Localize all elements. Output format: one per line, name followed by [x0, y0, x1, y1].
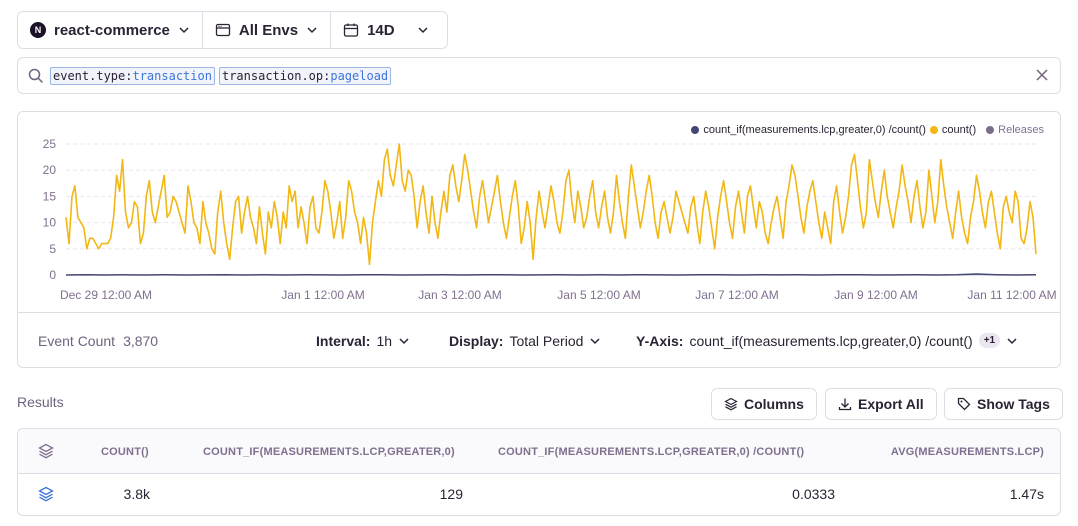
chevron-down-icon — [178, 24, 190, 36]
search-tokens: event.type:transaction transaction.op:pa… — [50, 66, 392, 85]
token-value: pageload — [330, 68, 389, 83]
x-tick-label: Jan 1 12:00 AM — [281, 288, 364, 302]
tags-button-label: Show Tags — [977, 396, 1050, 412]
calendar-icon — [343, 22, 359, 38]
show-tags-button[interactable]: Show Tags — [944, 388, 1063, 420]
results-title: Results — [17, 394, 64, 410]
x-tick-label: Jan 7 12:00 AM — [695, 288, 778, 302]
environment-selector[interactable]: All Envs — [201, 12, 330, 48]
tag-icon — [957, 397, 971, 411]
token-value: transaction — [132, 68, 212, 83]
y-tick-label: 20 — [43, 163, 57, 177]
table-header: COUNT() COUNT_IF(MEASUREMENTS.LCP,GREATE… — [18, 429, 1060, 474]
cell-ratio: 0.0333 — [792, 486, 835, 502]
environment-label: All Envs — [238, 21, 299, 39]
display-value: Total Period — [509, 332, 584, 349]
x-tick-label: Jan 11 12:00 AM — [967, 288, 1056, 302]
legend-label-count: count() — [941, 124, 977, 136]
interval-value: 1h — [376, 332, 393, 349]
export-all-button[interactable]: Export All — [825, 388, 937, 420]
x-tick-label: Jan 3 12:00 AM — [418, 288, 501, 302]
chart-panel: 0 5 10 15 20 25 Dec 29 12:00 AM Jan 1 12:00 AM J… — [17, 111, 1061, 368]
close-icon[interactable] — [1034, 67, 1050, 83]
results-table: COUNT() COUNT_IF(MEASUREMENTS.LCP,GREATE… — [17, 428, 1061, 516]
search-input[interactable]: event.type:transaction transaction.op:pa… — [17, 57, 1061, 94]
legend-item-ratio[interactable]: count_if(measurements.lcp,greater,0) /co… — [691, 124, 926, 136]
legend-label-releases: Releases — [998, 124, 1044, 136]
token-key: transaction.op — [221, 68, 324, 83]
window-icon — [215, 22, 231, 38]
yaxis-selector[interactable]: Y-Axis: count_if(measurements.lcp,greate… — [636, 333, 1018, 349]
yaxis-extra-badge: +1 — [978, 333, 1001, 348]
columns-button-label: Columns — [744, 396, 804, 412]
stack-icon — [724, 397, 738, 411]
yaxis-value: count_if(measurements.lcp,greater,0) /co… — [689, 332, 973, 349]
legend-item-releases[interactable]: Releases — [986, 124, 1044, 136]
yaxis-label: Y-Axis: — [636, 332, 684, 349]
interval-selector[interactable]: Interval: 1h — [316, 333, 410, 349]
export-button-label: Export All — [858, 396, 924, 412]
project-label: react-commerce — [54, 21, 170, 39]
project-selector[interactable]: N react-commerce — [18, 12, 202, 48]
search-token[interactable]: transaction.op:pageload — [218, 66, 392, 85]
line-chart: 0 5 10 15 20 25 Dec 29 12:00 AM Jan 1 12:00 AM J… — [43, 137, 1057, 302]
x-tick-label: Dec 29 12:00 AM — [60, 288, 152, 302]
series-line-ratio — [65, 273, 1037, 276]
chevron-down-icon — [417, 24, 429, 36]
y-tick-label: 15 — [43, 189, 57, 203]
legend-dot-ratio — [691, 126, 700, 134]
y-tick-label: 10 — [43, 216, 57, 230]
event-count-value: 3,870 — [123, 332, 159, 349]
x-tick-label: Jan 5 12:00 AM — [557, 288, 640, 302]
project-logo: N — [30, 22, 46, 38]
legend-item-count[interactable]: count() — [929, 124, 977, 136]
stack-icon[interactable] — [38, 486, 54, 502]
cell-avg-lcp: 1.47s — [1009, 486, 1044, 502]
y-tick-label: 25 — [43, 137, 57, 151]
legend-dot-releases — [986, 126, 995, 134]
chevron-down-icon — [398, 335, 410, 347]
column-header-count-if[interactable]: COUNT_IF(MEASUREMENTS.LCP,GREATER,0) — [203, 446, 455, 458]
period-label: 14D — [367, 21, 395, 39]
chevron-down-icon — [589, 335, 601, 347]
column-header-avg-lcp[interactable]: AVG(MEASUREMENTS.LCP) — [890, 446, 1044, 458]
display-selector[interactable]: Display: Total Period — [449, 333, 601, 349]
legend-dot-count — [929, 126, 938, 134]
period-selector[interactable]: 14D — [330, 12, 443, 48]
column-header-count[interactable]: COUNT() — [101, 446, 149, 458]
token-op: : — [323, 68, 331, 83]
cell-count-if: 129 — [439, 486, 463, 502]
search-icon — [28, 68, 44, 84]
stack-icon — [38, 443, 54, 459]
interval-label: Interval: — [316, 332, 371, 349]
search-token[interactable]: event.type:transaction — [50, 66, 215, 85]
cell-count: 3.8k — [123, 486, 150, 502]
token-key: event.type — [53, 68, 126, 83]
y-tick-label: 5 — [49, 242, 56, 256]
token-op: : — [125, 68, 133, 83]
download-icon — [838, 397, 852, 411]
x-tick-label: Jan 9 12:00 AM — [834, 288, 917, 302]
legend-label-ratio: count_if(measurements.lcp,greater,0) /co… — [703, 124, 926, 136]
chart-legend: count_if(measurements.lcp,greater,0) /co… — [685, 124, 1044, 136]
chart-footer: Event Count 3,870 Interval: 1h Display: … — [18, 312, 1060, 368]
display-label: Display: — [449, 332, 504, 349]
column-header-ratio[interactable]: COUNT_IF(MEASUREMENTS.LCP,GREATER,0) /CO… — [498, 446, 805, 458]
y-tick-label: 0 — [49, 268, 56, 282]
chevron-down-icon — [306, 24, 318, 36]
columns-button[interactable]: Columns — [711, 388, 817, 420]
page-filter-bar: N react-commerce All Envs 14D — [17, 11, 448, 49]
event-count-label: Event Count — [38, 332, 116, 349]
series-line-count — [65, 143, 1037, 266]
chevron-down-icon — [1006, 335, 1018, 347]
